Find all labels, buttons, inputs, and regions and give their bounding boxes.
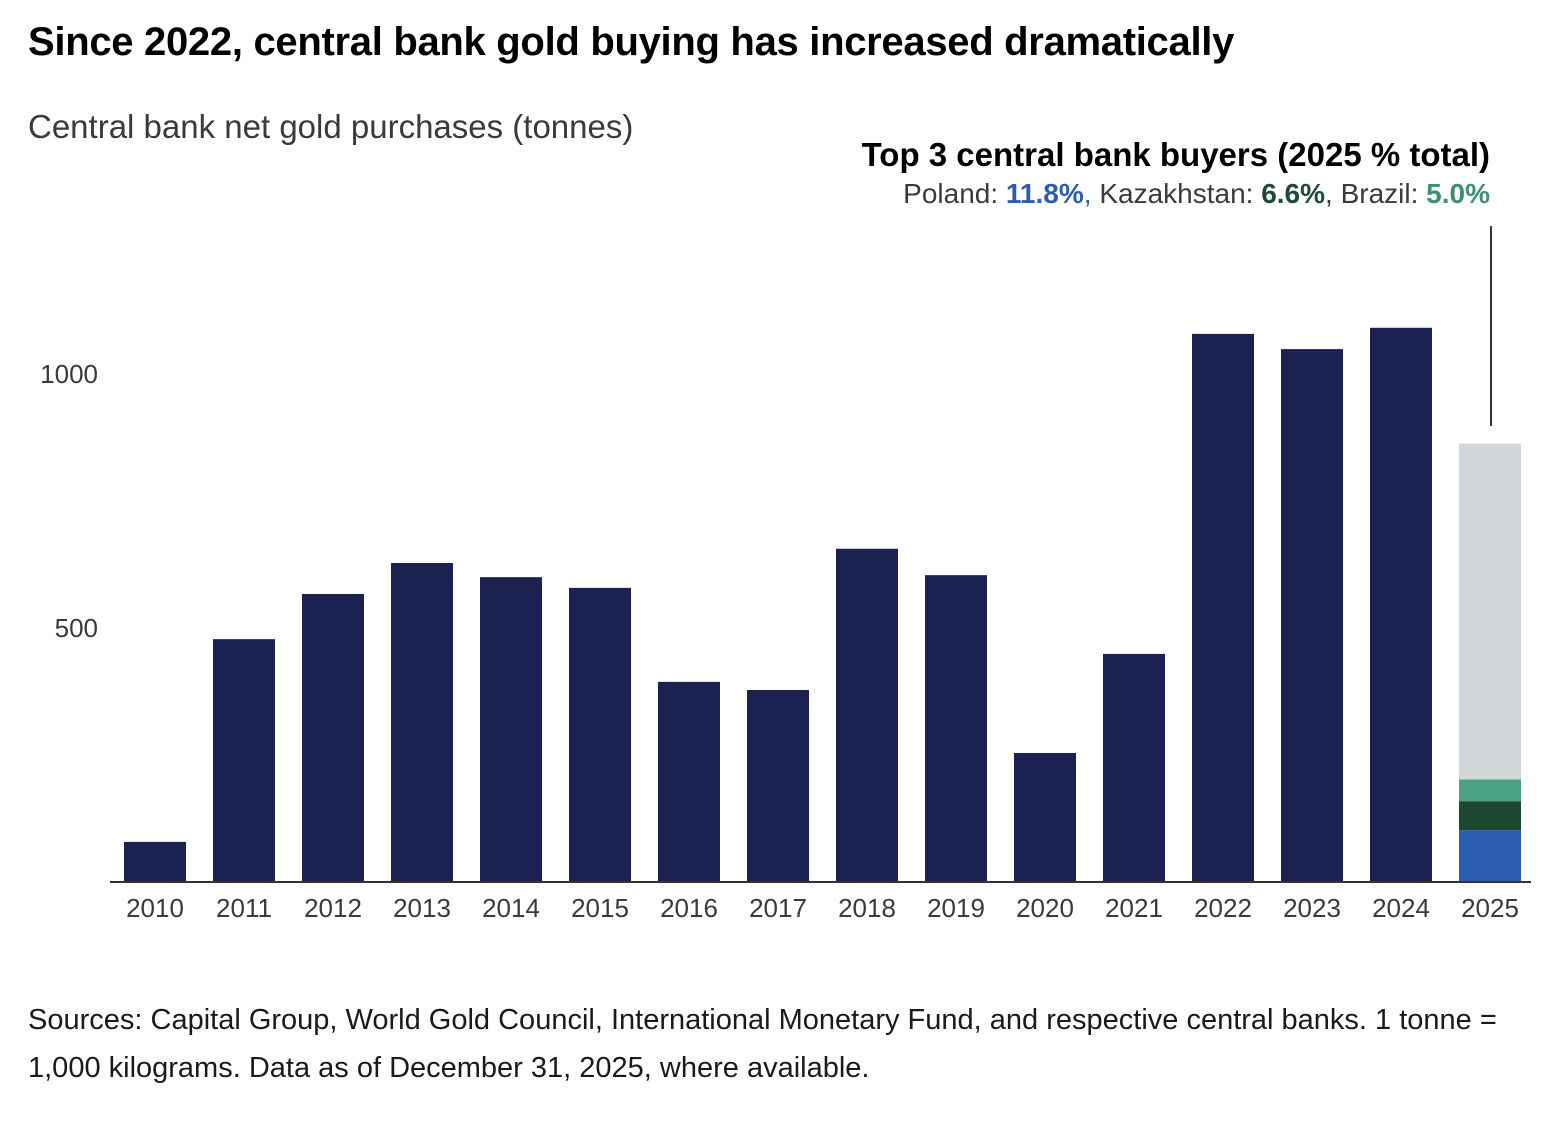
x-tick-label: 2014	[482, 893, 540, 923]
callout-title: Top 3 central bank buyers (2025 % total)	[861, 136, 1490, 173]
bars	[124, 327, 1521, 883]
y-axis: 500 1000	[40, 359, 98, 643]
bar-2025-segment-brazil	[1459, 779, 1521, 802]
x-tick-label: 2019	[927, 893, 985, 923]
bar-2011	[213, 639, 275, 882]
bar-2019	[925, 575, 987, 882]
chart-subtitle: Central bank net gold purchases (tonnes)	[28, 108, 634, 145]
bar-2024	[1370, 327, 1432, 883]
x-tick-label: 2023	[1283, 893, 1341, 923]
x-tick-label: 2011	[216, 893, 272, 923]
callout-breakdown: Poland: 11.8%, Kazakhstan: 6.6%, Brazil:…	[862, 176, 1490, 212]
x-tick-label: 2016	[660, 893, 718, 923]
source-footnote: Sources: Capital Group, World Gold Counc…	[28, 1004, 1497, 1084]
bar-2021	[1103, 653, 1165, 882]
x-tick-label: 2021	[1105, 893, 1163, 923]
bar-2025-segment-other	[1459, 443, 1521, 780]
y-tick-label: 1000	[40, 359, 98, 389]
x-tick-label: 2017	[749, 893, 807, 923]
x-tick-label: 2022	[1194, 893, 1252, 923]
x-tick-label: 2020	[1016, 893, 1074, 923]
bar-2016	[658, 681, 720, 882]
bar-2013	[391, 562, 453, 882]
callout-separator: ,	[1083, 178, 1100, 209]
bar-2018	[836, 548, 898, 882]
x-tick-label: 2018	[838, 893, 896, 923]
callout-brazil-pct: 5.0%	[1426, 178, 1490, 209]
x-axis: 2010 2011 2012 2013 2014 2015 2016 2017 2018 2019…	[126, 893, 1519, 923]
bar-2020	[1014, 752, 1076, 882]
x-tick-label: 2012	[304, 893, 362, 923]
callout-poland-label: Poland:	[903, 178, 1006, 209]
bar-2012	[302, 593, 364, 882]
bar-2022	[1192, 333, 1254, 882]
bar-2014	[480, 577, 542, 882]
bar-2010	[124, 841, 186, 882]
x-tick-label: 2010	[126, 893, 184, 923]
x-tick-label: 2024	[1372, 893, 1430, 923]
x-tick-label: 2025	[1461, 893, 1519, 923]
chart-title: Since 2022, central bank gold buying has…	[28, 20, 1235, 64]
callout-brazil-label: Brazil:	[1340, 178, 1427, 209]
y-tick-label: 500	[55, 613, 98, 643]
bar-2015	[569, 587, 631, 882]
bar-2025-segment-kazakhstan	[1459, 801, 1521, 831]
bar-2023	[1281, 349, 1343, 882]
callout-poland-pct: 11.8%	[1005, 178, 1084, 209]
bar-2025-segment-poland	[1459, 830, 1521, 882]
callout-kazakhstan-label: Kazakhstan:	[1099, 178, 1262, 209]
bar-2017	[747, 689, 809, 882]
x-tick-label: 2015	[571, 893, 629, 923]
top-buyers-callout: Top 3 central bank buyers (2025 % total)…	[862, 134, 1490, 212]
x-tick-label: 2013	[393, 893, 451, 923]
callout-separator: ,	[1325, 178, 1341, 209]
callout-kazakhstan-pct: 6.6%	[1261, 178, 1326, 209]
